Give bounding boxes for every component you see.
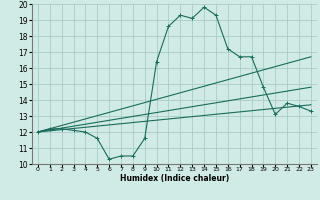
X-axis label: Humidex (Indice chaleur): Humidex (Indice chaleur) [120, 174, 229, 183]
